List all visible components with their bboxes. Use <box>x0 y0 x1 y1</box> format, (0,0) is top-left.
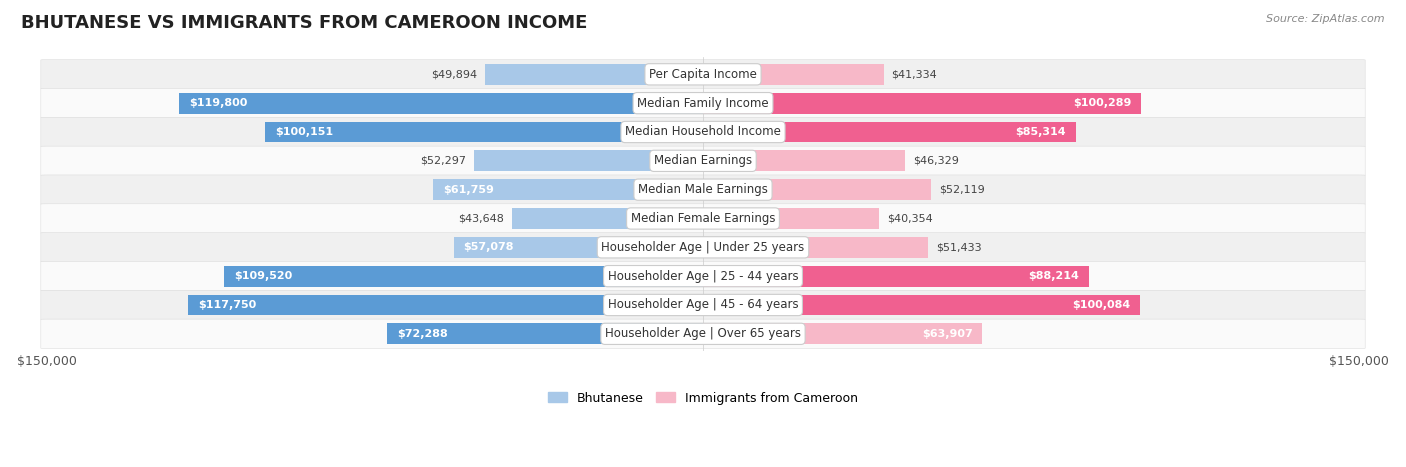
Text: Median Female Earnings: Median Female Earnings <box>631 212 775 225</box>
Text: Householder Age | Over 65 years: Householder Age | Over 65 years <box>605 327 801 340</box>
Text: Median Household Income: Median Household Income <box>626 126 780 139</box>
Text: Source: ZipAtlas.com: Source: ZipAtlas.com <box>1267 14 1385 24</box>
Text: Householder Age | 45 - 64 years: Householder Age | 45 - 64 years <box>607 298 799 311</box>
Text: $49,894: $49,894 <box>430 69 477 79</box>
Text: Median Male Earnings: Median Male Earnings <box>638 183 768 196</box>
Bar <box>180 93 703 113</box>
Text: $61,759: $61,759 <box>443 184 494 195</box>
Bar <box>703 121 1076 142</box>
Bar <box>474 150 703 171</box>
Text: $63,907: $63,907 <box>922 329 973 339</box>
Text: Per Capita Income: Per Capita Income <box>650 68 756 81</box>
Text: BHUTANESE VS IMMIGRANTS FROM CAMEROON INCOME: BHUTANESE VS IMMIGRANTS FROM CAMEROON IN… <box>21 14 588 32</box>
FancyBboxPatch shape <box>41 146 1365 176</box>
Text: $100,151: $100,151 <box>276 127 333 137</box>
Bar <box>454 237 703 258</box>
Text: $100,289: $100,289 <box>1073 98 1132 108</box>
FancyBboxPatch shape <box>41 204 1365 233</box>
Text: $85,314: $85,314 <box>1015 127 1066 137</box>
Text: $88,214: $88,214 <box>1028 271 1078 281</box>
Bar <box>703 324 983 344</box>
Text: $117,750: $117,750 <box>198 300 256 310</box>
Text: $40,354: $40,354 <box>887 213 934 224</box>
Bar <box>703 150 905 171</box>
Bar <box>703 93 1142 113</box>
Text: $43,648: $43,648 <box>458 213 505 224</box>
Bar <box>703 179 931 200</box>
Text: $46,329: $46,329 <box>914 156 959 166</box>
FancyBboxPatch shape <box>41 175 1365 205</box>
FancyBboxPatch shape <box>41 88 1365 118</box>
Text: $119,800: $119,800 <box>190 98 247 108</box>
FancyBboxPatch shape <box>41 117 1365 147</box>
Text: Householder Age | Under 25 years: Householder Age | Under 25 years <box>602 241 804 254</box>
Text: $57,078: $57,078 <box>464 242 513 252</box>
FancyBboxPatch shape <box>41 60 1365 89</box>
Text: $72,288: $72,288 <box>396 329 447 339</box>
Bar <box>703 295 1140 315</box>
Bar <box>433 179 703 200</box>
FancyBboxPatch shape <box>41 319 1365 348</box>
FancyBboxPatch shape <box>41 290 1365 320</box>
Text: $41,334: $41,334 <box>891 69 938 79</box>
Text: Householder Age | 25 - 44 years: Householder Age | 25 - 44 years <box>607 269 799 283</box>
Bar <box>225 266 703 287</box>
Bar <box>703 237 928 258</box>
Text: $52,297: $52,297 <box>420 156 467 166</box>
FancyBboxPatch shape <box>41 262 1365 291</box>
Bar <box>188 295 703 315</box>
Bar <box>387 324 703 344</box>
Bar <box>266 121 703 142</box>
Bar <box>703 64 883 85</box>
Bar <box>485 64 703 85</box>
FancyBboxPatch shape <box>41 233 1365 262</box>
Bar <box>703 208 879 229</box>
Text: $52,119: $52,119 <box>939 184 984 195</box>
Legend: Bhutanese, Immigrants from Cameroon: Bhutanese, Immigrants from Cameroon <box>543 387 863 410</box>
Text: $100,084: $100,084 <box>1073 300 1130 310</box>
Text: Median Earnings: Median Earnings <box>654 154 752 167</box>
Text: $109,520: $109,520 <box>235 271 292 281</box>
Bar <box>512 208 703 229</box>
Text: $51,433: $51,433 <box>935 242 981 252</box>
Bar <box>703 266 1088 287</box>
Text: Median Family Income: Median Family Income <box>637 97 769 110</box>
